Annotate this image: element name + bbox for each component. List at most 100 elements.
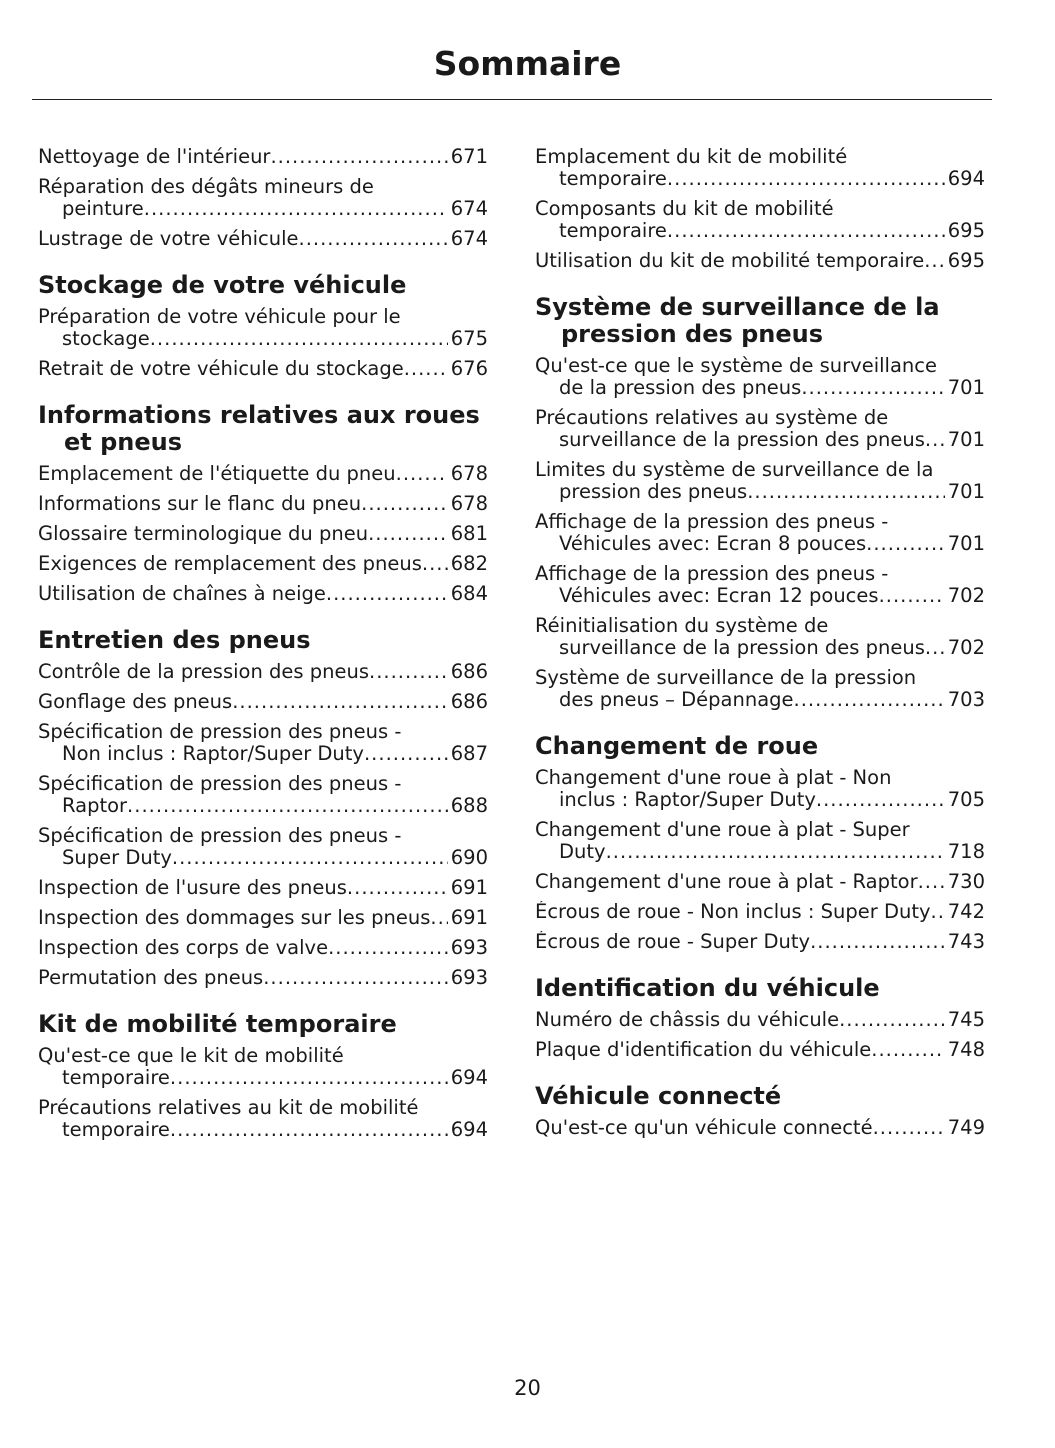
entry-page: 693 [447, 967, 488, 989]
title-rule [32, 99, 992, 100]
toc-entry: Réparation des dégâts mineurs de peintur… [38, 176, 488, 220]
section-heading: Identification du véhicule [535, 974, 880, 1002]
entry-text: Écrous de roue - Super Duty [535, 931, 811, 953]
toc-entry: Lustrage de votre véhicule 674 [38, 228, 488, 250]
entry-page: 701 [944, 377, 985, 399]
entry-page: 674 [447, 198, 488, 220]
entry-text: Affichage de la pression des pneus - Véh… [535, 511, 889, 555]
entry-text: Exigences de remplacement des pneus [38, 553, 422, 575]
entry-text: Emplacement de l'étiquette du pneu [38, 463, 396, 485]
toc-entry: Qu'est-ce qu'un véhicule connecté 749 [535, 1117, 985, 1139]
entry-page: 745 [944, 1009, 985, 1031]
toc-entry: Qu'est-ce que le système de surveillance… [535, 355, 985, 399]
entry-page: 678 [447, 493, 488, 515]
entry-page: 695 [944, 220, 985, 242]
entry-text: Précautions relatives au système de surv… [535, 407, 925, 451]
section-heading: Véhicule connecté [535, 1082, 782, 1110]
page-title: Sommaire [433, 44, 622, 83]
entry-text: Inspection des dommages sur les pneus [38, 907, 431, 929]
entry-page: 686 [447, 661, 488, 683]
entry-page: 682 [447, 553, 488, 575]
entry-text: Emplacement du kit de mobilité temporair… [535, 146, 848, 190]
toc-entry: Gonflage des pneus 686 [38, 691, 488, 713]
entry-text: Gonflage des pneus [38, 691, 233, 713]
entry-page: 684 [447, 583, 488, 605]
toc-entry: Précautions relatives au système de surv… [535, 407, 985, 451]
entry-page: 686 [447, 691, 488, 713]
entry-text: Permutation des pneus [38, 967, 264, 989]
entry-text: Qu'est-ce que le système de surveillance… [535, 355, 937, 399]
entry-text: Préparation de votre véhicule pour le st… [38, 306, 401, 350]
section-heading: Système de surveillance de la pression d… [535, 293, 940, 348]
toc-entry: Informations sur le flanc du pneu 678 [38, 493, 488, 515]
entry-page: 694 [944, 168, 985, 190]
toc-entry: Préparation de votre véhicule pour le st… [38, 306, 488, 350]
entry-text: Changement d'une roue à plat - Super Dut… [535, 819, 910, 863]
toc-entry: Contrôle de la pression des pneus 686 [38, 661, 488, 683]
entry-page: 701 [944, 533, 985, 555]
toc-entry: Inspection des dommages sur les pneus 691 [38, 907, 488, 929]
toc-entry: Inspection des corps de valve 693 [38, 937, 488, 959]
entry-text: Réinitialisation du système de surveilla… [535, 615, 925, 659]
toc-entry: Spécification de pression des pneus - No… [38, 721, 488, 765]
toc-entry: Retrait de votre véhicule du stockage 676 [38, 358, 488, 380]
toc-entry: Spécification de pression des pneus - Ra… [38, 773, 488, 817]
entry-text: Spécification de pression des pneus - No… [38, 721, 402, 765]
toc-entry: Précautions relatives au kit de mobilité… [38, 1097, 488, 1141]
entry-page: 674 [447, 228, 488, 250]
toc-entry: Changement d'une roue à plat - Super Dut… [535, 819, 985, 863]
entry-page: 718 [944, 841, 985, 863]
toc-entry: Nettoyage de l'intérieur 671 [38, 146, 488, 168]
toc-entry: Changement d'une roue à plat - Non inclu… [535, 767, 985, 811]
toc-column: Nettoyage de l'intérieur 671 Réparation de… [38, 146, 488, 1149]
entry-page: 703 [944, 689, 985, 711]
toc-entry: Changement d'une roue à plat - Raptor 730 [535, 871, 985, 893]
entry-page: 743 [944, 931, 985, 953]
entry-page: 691 [447, 907, 488, 929]
entry-text: Nettoyage de l'intérieur [38, 146, 271, 168]
toc-entry: Écrous de roue - Non inclus : Super Duty… [535, 901, 985, 923]
toc-entry: Affichage de la pression des pneus - Véh… [535, 563, 985, 607]
entry-text: Affichage de la pression des pneus - Véh… [535, 563, 889, 607]
entry-text: Système de surveillance de la pression d… [535, 667, 917, 711]
entry-page: 702 [944, 585, 985, 607]
entry-page: 694 [447, 1119, 488, 1141]
entry-text: Spécification de pression des pneus - Su… [38, 825, 402, 869]
entry-text: Composants du kit de mobilité temporaire [535, 198, 834, 242]
entry-page: 730 [944, 871, 985, 893]
toc-entry: Exigences de remplacement des pneus 682 [38, 553, 488, 575]
entry-text: Utilisation du kit de mobilité temporair… [535, 250, 925, 272]
entry-text: Inspection des corps de valve [38, 937, 329, 959]
entry-page: 748 [944, 1039, 985, 1061]
section-heading: Changement de roue [535, 732, 819, 760]
toc-entry: Écrous de roue - Super Duty 743 [535, 931, 985, 953]
entry-page: 702 [944, 637, 985, 659]
toc-column: Emplacement du kit de mobilité temporair… [535, 146, 985, 1147]
entry-text: Lustrage de votre véhicule [38, 228, 299, 250]
entry-page: 676 [447, 358, 488, 380]
entry-page: 693 [447, 937, 488, 959]
entry-text: Précautions relatives au kit de mobilité… [38, 1097, 419, 1141]
section-heading: Entretien des pneus [38, 626, 311, 654]
toc-entry: Inspection de l'usure des pneus 691 [38, 877, 488, 899]
entry-text: Qu'est-ce qu'un véhicule connecté [535, 1117, 873, 1139]
section-heading: Stockage de votre véhicule [38, 271, 407, 299]
toc-entry: Emplacement du kit de mobilité temporair… [535, 146, 985, 190]
entry-page: 705 [944, 789, 985, 811]
entry-text: Numéro de châssis du véhicule [535, 1009, 840, 1031]
toc-entry: Spécification de pression des pneus - Su… [38, 825, 488, 869]
entry-page: 687 [447, 743, 488, 765]
entry-page: 701 [944, 481, 985, 503]
entry-page: 691 [447, 877, 488, 899]
section-heading: Kit de mobilité temporaire [38, 1010, 397, 1038]
entry-text: Réparation des dégâts mineurs de peintur… [38, 176, 374, 220]
toc-entry: Réinitialisation du système de surveilla… [535, 615, 985, 659]
toc-entry: Système de surveillance de la pression d… [535, 667, 985, 711]
toc-entry: Permutation des pneus 693 [38, 967, 488, 989]
entry-page: 695 [944, 250, 985, 272]
entry-text: Plaque d'identification du véhicule [535, 1039, 872, 1061]
entry-page: 678 [447, 463, 488, 485]
entry-page: 671 [447, 146, 488, 168]
entry-text: Retrait de votre véhicule du stockage [38, 358, 404, 380]
